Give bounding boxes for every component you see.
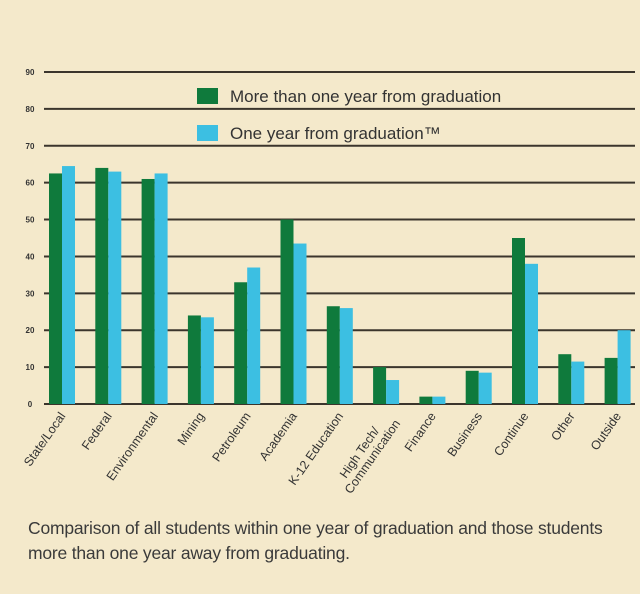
bar-more-than-one-year (558, 354, 572, 404)
bar-more-than-one-year (95, 167, 109, 404)
legend-label-bg (226, 86, 546, 106)
x-tick-label: Academia (257, 410, 300, 464)
x-tick-label: Finance (402, 410, 439, 454)
bar-one-year (339, 308, 353, 404)
y-tick-label: 60 (26, 179, 35, 188)
bar-one-year (247, 267, 261, 404)
x-tick-label: Mining (175, 410, 208, 448)
x-tick-label: State/Local (21, 410, 68, 469)
x-tick-label: Federal (79, 410, 115, 453)
x-tick-label: Continue (491, 410, 531, 459)
legend-label: One year from graduation™ (230, 124, 441, 143)
y-tick-label: 20 (26, 326, 35, 335)
bar-one-year (154, 173, 168, 404)
x-tick-label: Petroleum (210, 410, 254, 465)
bar-one-year (62, 166, 75, 404)
bar-one-year (432, 396, 446, 404)
y-tick-label: 80 (26, 105, 35, 114)
bar-one-year (386, 380, 400, 404)
bar-more-than-one-year (604, 357, 618, 404)
x-tick-label: Business (445, 410, 486, 460)
bar-one-year (293, 243, 307, 404)
y-tick-label: 30 (26, 289, 35, 298)
legend-label: More than one year from graduation (230, 87, 501, 106)
bar-one-year (525, 263, 538, 404)
legend-label-bg (226, 123, 546, 143)
bar-more-than-one-year (373, 367, 387, 404)
y-tick-label: 50 (26, 216, 35, 225)
legend-swatch (197, 88, 218, 104)
bar-more-than-one-year (49, 173, 62, 404)
bar-more-than-one-year (187, 315, 201, 404)
bar-one-year (571, 361, 585, 404)
y-tick-label: 40 (26, 252, 35, 261)
bar-one-year (478, 372, 492, 404)
y-tick-label: 70 (26, 142, 35, 151)
bar-one-year (200, 317, 214, 404)
x-tick-label: Other (548, 410, 577, 444)
bar-more-than-one-year (512, 238, 525, 404)
bar-more-than-one-year (141, 178, 155, 404)
legend-swatch (197, 125, 218, 141)
bar-one-year (617, 330, 631, 404)
bar-one-year (108, 171, 122, 404)
y-tick-label: 90 (26, 68, 35, 77)
chart-caption: Comparison of all students within one ye… (28, 518, 603, 563)
x-tick-label: Outside (588, 410, 624, 453)
bar-more-than-one-year (465, 370, 479, 404)
bar-more-than-one-year (419, 396, 433, 404)
y-tick-label: 10 (26, 363, 35, 372)
y-tick-label: 0 (28, 400, 33, 409)
bar-more-than-one-year (234, 282, 248, 404)
bar-more-than-one-year (326, 306, 340, 404)
bar-more-than-one-year (280, 219, 294, 404)
